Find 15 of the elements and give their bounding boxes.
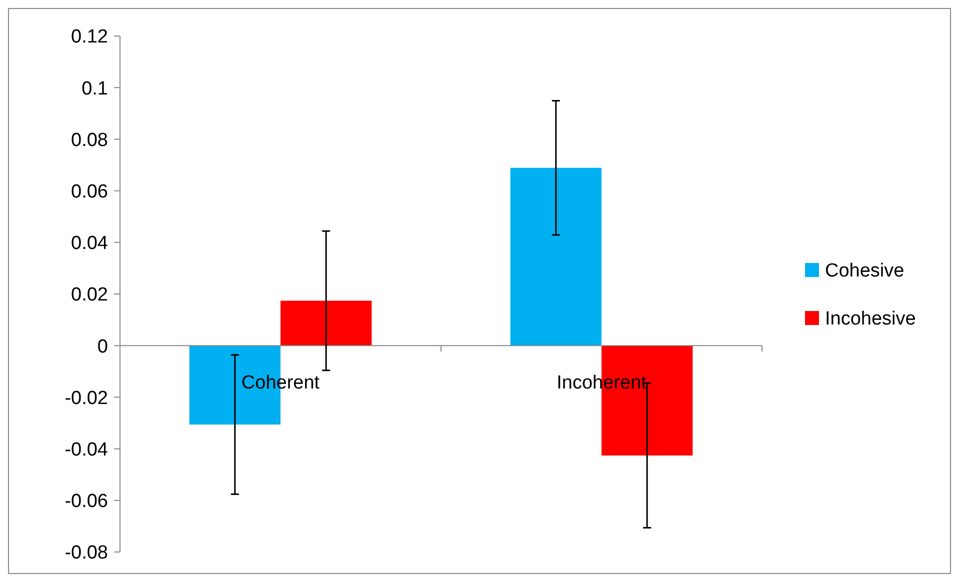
y-tick-label: 0.1: [82, 78, 108, 100]
bar: [510, 168, 602, 346]
y-tick-label: -0.04: [64, 439, 108, 460]
y-tick-label: 0.08: [71, 130, 108, 151]
y-tick-label: 0.04: [71, 233, 108, 254]
legend-label: Cohesive: [825, 260, 904, 282]
y-tick-label: 0.06: [71, 181, 108, 202]
y-tick-label: -0.06: [64, 491, 108, 512]
legend-label: Incohesive: [825, 308, 916, 330]
y-tick-label: -0.02: [64, 388, 108, 409]
y-tick-label: -0.08: [64, 542, 108, 564]
bar: [280, 300, 372, 346]
y-tick-label: 0: [97, 336, 108, 358]
y-tick-label: 0.02: [71, 284, 108, 306]
y-tick-label: 0.12: [71, 26, 108, 48]
